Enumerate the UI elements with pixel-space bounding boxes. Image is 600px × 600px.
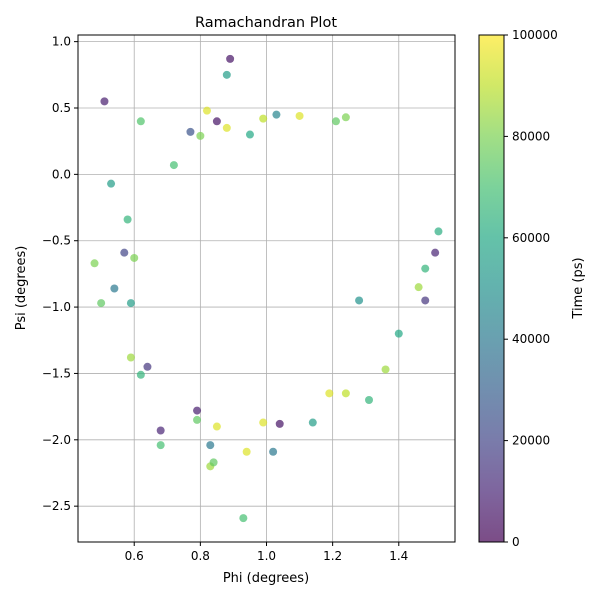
colorbar-tick-label: 80000 <box>512 129 550 143</box>
scatter-point <box>130 253 139 262</box>
colorbar-gradient <box>479 35 504 542</box>
y-tick-label: −0.5 <box>42 234 71 248</box>
plot-axes: 0.6 0.8 1.0 1.2 1.4 −2.5 −2.0 −1.5 −1.0 −0.5 0.0 0… <box>42 34 456 563</box>
y-tick-label: 0.0 <box>52 167 71 181</box>
scatter-point <box>126 353 135 362</box>
scatter-point <box>90 259 99 268</box>
y-tick-label: 0.5 <box>52 101 71 115</box>
scatter-point <box>206 441 215 450</box>
colorbar-tick-label: 0 <box>512 535 520 549</box>
scatter-point <box>202 106 211 115</box>
scatter-point <box>226 54 235 63</box>
y-axis-label: Psi (degrees) <box>14 246 29 331</box>
y-tick-label: −1.0 <box>42 300 71 314</box>
scatter-point <box>365 395 374 404</box>
x-tick-label: 1.0 <box>257 549 276 563</box>
scatter-point <box>209 458 218 467</box>
scatter-point <box>97 299 106 308</box>
colorbar-tick-label: 40000 <box>512 332 550 346</box>
scatter-point <box>295 111 304 120</box>
scatter-point <box>169 161 178 170</box>
x-axis-ticks: 0.6 0.8 1.0 1.2 1.4 <box>125 542 408 563</box>
y-tick-label: −2.0 <box>42 433 71 447</box>
scatter-point <box>193 415 202 424</box>
scatter-points <box>90 54 443 523</box>
scatter-point <box>431 248 440 257</box>
scatter-point <box>107 179 116 188</box>
grid-lines <box>78 35 455 542</box>
scatter-point <box>421 296 430 305</box>
scatter-point <box>259 114 268 123</box>
scatter-point <box>222 123 231 132</box>
scatter-point <box>212 117 221 126</box>
y-axis-ticks: −2.5 −2.0 −1.5 −1.0 −0.5 0.0 0.5 1.0 <box>42 35 78 513</box>
scatter-point <box>239 514 248 523</box>
scatter-point <box>272 110 281 119</box>
colorbar: 0 20000 40000 60000 80000 100000 <box>478 28 558 549</box>
scatter-point <box>123 215 132 224</box>
colorbar-tick-label: 20000 <box>512 434 550 448</box>
x-tick-label: 0.6 <box>125 549 144 563</box>
scatter-point <box>222 70 231 79</box>
scatter-point <box>100 97 109 106</box>
scatter-point <box>110 284 119 293</box>
scatter-point <box>275 419 284 428</box>
chart-title: Ramachandran Plot <box>195 15 337 31</box>
scatter-point <box>245 130 254 139</box>
scatter-point <box>381 365 390 374</box>
scatter-point <box>242 447 251 456</box>
y-tick-label: −1.5 <box>42 366 71 380</box>
scatter-point <box>269 447 278 456</box>
scatter-point <box>394 329 403 338</box>
scatter-point <box>120 248 129 257</box>
colorbar-label: Time (ps) <box>571 257 586 319</box>
y-tick-label: 1.0 <box>52 35 71 49</box>
scatter-point <box>136 370 145 379</box>
scatter-point <box>126 299 135 308</box>
scatter-point <box>341 389 350 398</box>
x-axis-label: Phi (degrees) <box>223 571 309 586</box>
scatter-point <box>341 113 350 122</box>
scatter-point <box>325 389 334 398</box>
scatter-point <box>308 418 317 427</box>
scatter-point <box>143 362 152 371</box>
scatter-point <box>259 418 268 427</box>
colorbar-frame <box>478 34 505 543</box>
scatter-point <box>414 283 423 292</box>
scatter-point <box>156 426 165 435</box>
colorbar-ticks: 0 20000 40000 60000 80000 100000 <box>504 28 558 549</box>
scatter-point <box>196 131 205 140</box>
scatter-point <box>434 227 443 236</box>
colorbar-tick-label: 60000 <box>512 231 550 245</box>
scatter-point <box>136 117 145 126</box>
scatter-point <box>331 117 340 126</box>
x-tick-label: 1.2 <box>323 549 342 563</box>
scatter-point <box>421 264 430 273</box>
scatter-point <box>186 127 195 136</box>
scatter-point <box>355 296 364 305</box>
scatter-point <box>156 441 165 450</box>
y-tick-label: −2.5 <box>42 499 71 513</box>
scatter-point <box>212 422 221 431</box>
x-tick-label: 0.8 <box>191 549 210 563</box>
colorbar-tick-label: 100000 <box>512 28 558 42</box>
scatter-point <box>193 406 202 415</box>
x-tick-label: 1.4 <box>389 549 408 563</box>
